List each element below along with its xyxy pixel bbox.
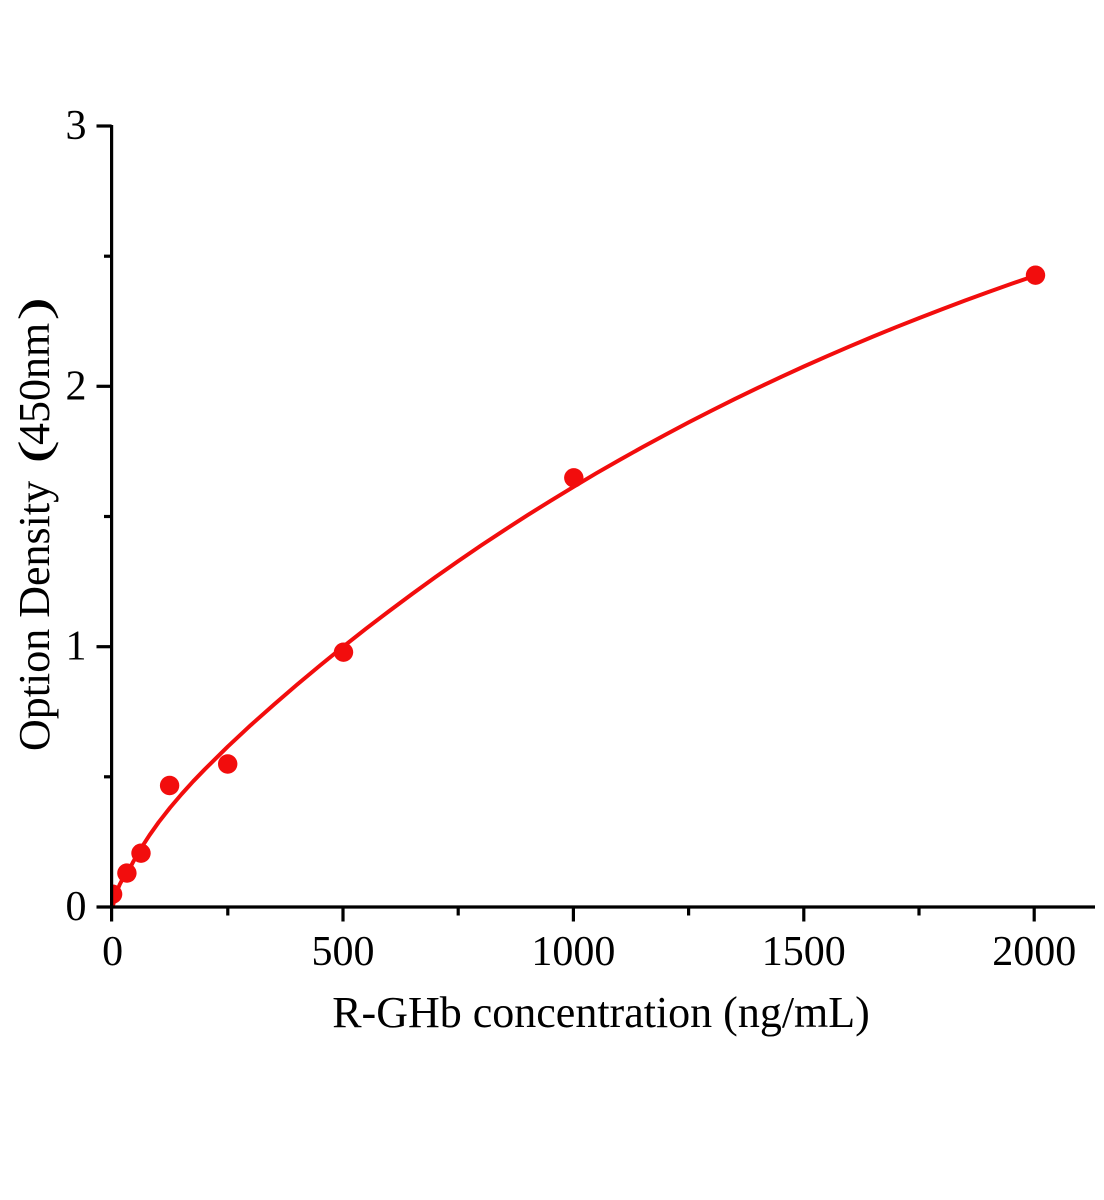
svg-text:1500: 1500 <box>762 929 846 975</box>
svg-text:450nm: 450nm <box>10 323 59 445</box>
svg-text:): ) <box>10 297 59 320</box>
svg-text:0: 0 <box>102 929 123 975</box>
svg-text:2: 2 <box>66 363 87 409</box>
svg-text:3: 3 <box>66 103 87 149</box>
svg-text:500: 500 <box>312 929 375 975</box>
svg-text:(: ( <box>10 440 59 463</box>
svg-text:Option Density: Option Density <box>10 481 59 751</box>
svg-text:0: 0 <box>66 884 87 930</box>
svg-text:R-GHb concentration (ng/mL): R-GHb concentration (ng/mL) <box>332 988 870 1037</box>
svg-text:1000: 1000 <box>531 929 615 975</box>
svg-text:1: 1 <box>66 624 87 670</box>
svg-text:2000: 2000 <box>992 929 1076 975</box>
